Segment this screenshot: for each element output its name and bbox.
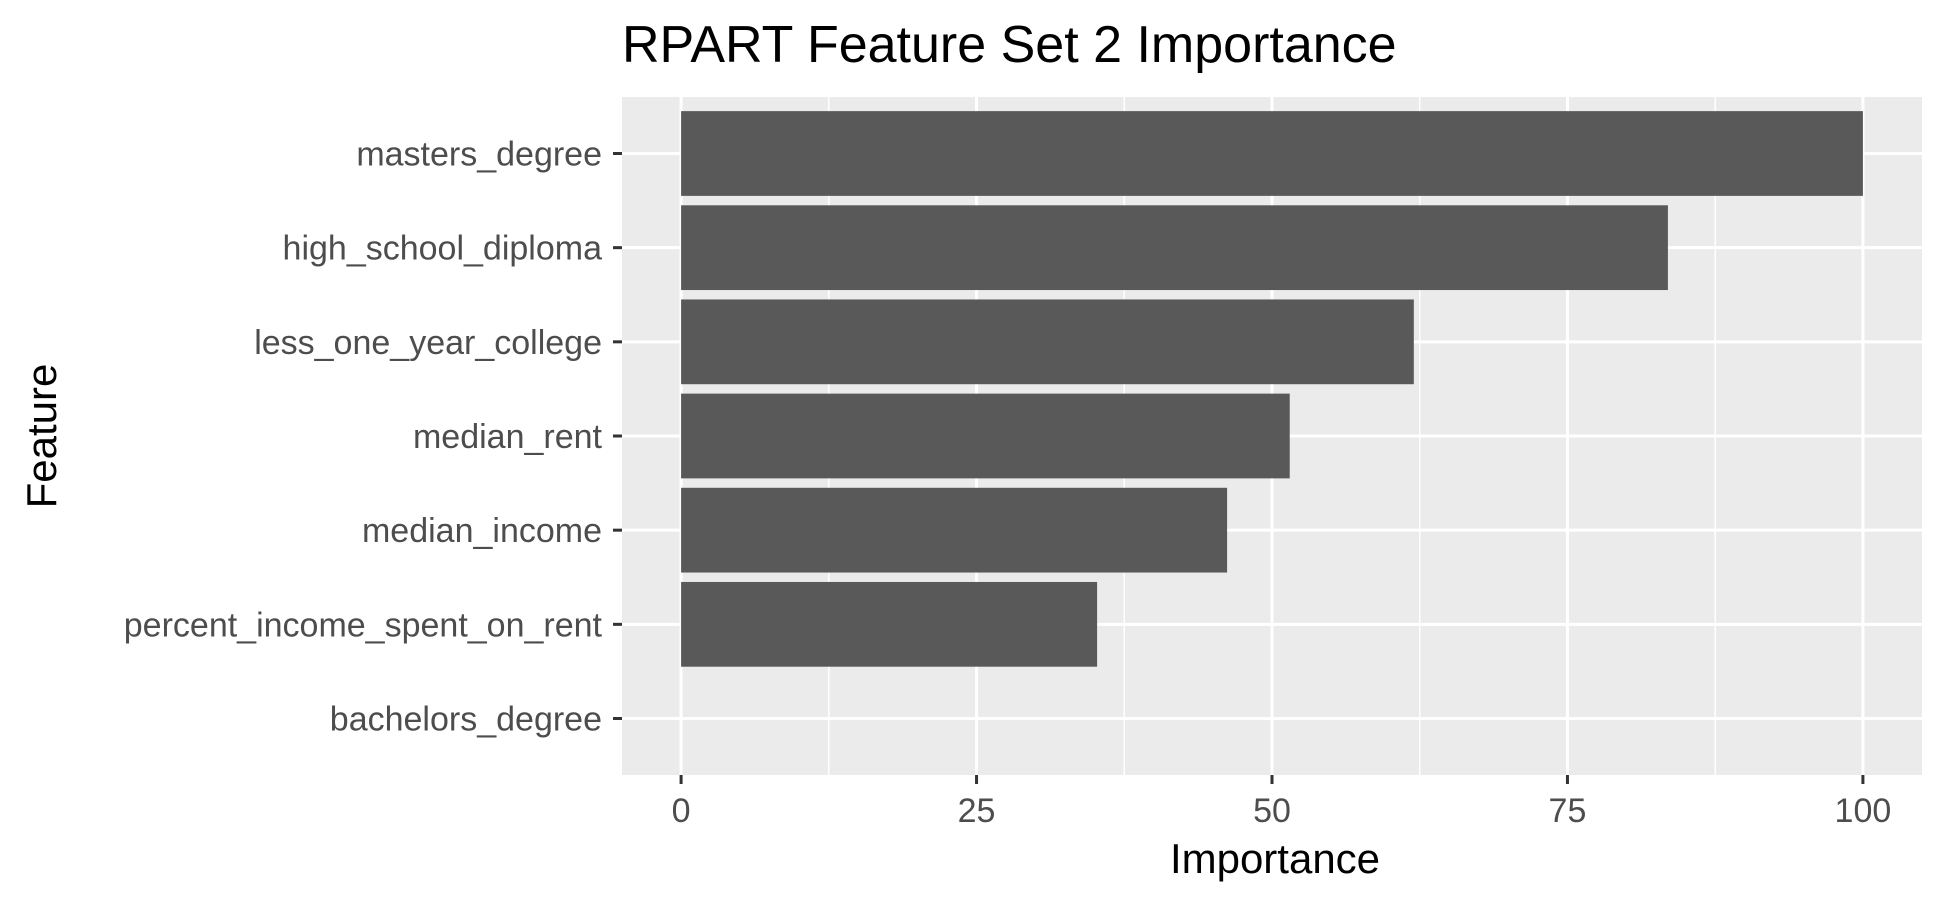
bar-high-school-diploma — [681, 205, 1668, 291]
bar-percent-income-spent-on-rent — [681, 581, 1098, 667]
chart-title: RPART Feature Set 2 Importance — [622, 16, 1397, 74]
x-tick-label: 75 — [1549, 792, 1587, 830]
bar-masters-degree — [681, 111, 1863, 196]
bar-less-one-year-college — [681, 299, 1414, 385]
y-axis: masters_degree high_school_diploma less_on… — [124, 136, 622, 739]
bar-median-income — [681, 487, 1228, 573]
y-tick-label: masters_degree — [356, 136, 602, 174]
bar-median-rent — [681, 393, 1290, 479]
y-axis-title: Feature — [18, 364, 65, 509]
y-tick-label: high_school_diploma — [283, 230, 603, 268]
x-tick-label: 100 — [1835, 792, 1892, 830]
y-tick-label: median_income — [362, 512, 602, 550]
y-tick-label: bachelors_degree — [330, 701, 602, 739]
y-tick-label: less_one_year_college — [254, 324, 602, 362]
y-tick-label: median_rent — [413, 418, 603, 456]
x-tick-label: 50 — [1253, 792, 1291, 830]
y-tick-label: percent_income_spent_on_rent — [124, 606, 603, 644]
x-tick-label: 25 — [958, 792, 996, 830]
x-axis: 0 25 50 75 100 — [672, 775, 1892, 830]
x-axis-title: Importance — [1170, 835, 1380, 882]
x-tick-label: 0 — [672, 792, 691, 830]
bars — [681, 111, 1863, 667]
